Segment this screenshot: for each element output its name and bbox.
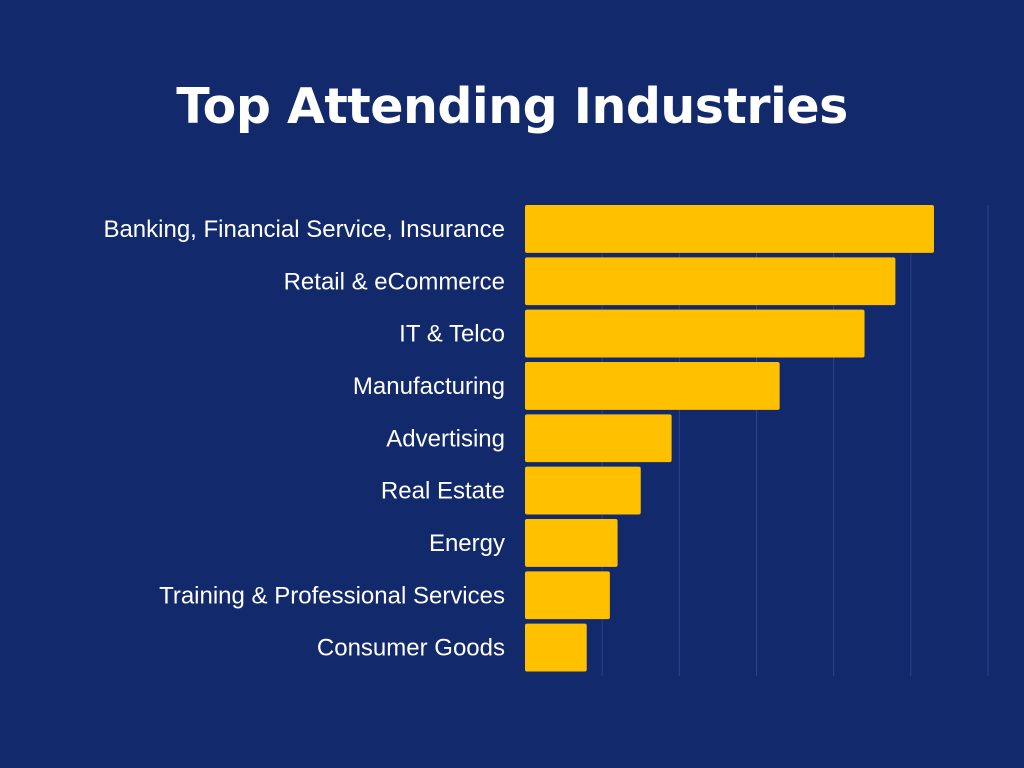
bar-3 xyxy=(525,362,780,410)
bar-5 xyxy=(525,466,641,515)
category-labels: Banking, Financial Service, Insurance Ret… xyxy=(103,216,505,662)
category-label-1: Retail & eCommerce xyxy=(284,268,505,295)
bar-0 xyxy=(525,205,934,253)
bar-4 xyxy=(525,414,672,463)
bar-2 xyxy=(525,309,865,358)
category-label-8: Consumer Goods xyxy=(317,635,505,662)
category-label-6: Energy xyxy=(429,530,505,557)
category-label-0: Banking, Financial Service, Insurance xyxy=(103,216,505,243)
bar-6 xyxy=(525,519,618,567)
bar-8 xyxy=(525,623,587,672)
bars xyxy=(525,205,934,672)
bar-7 xyxy=(525,571,610,620)
chart-title: Top Attending Industries xyxy=(176,78,848,135)
category-label-5: Real Estate xyxy=(381,478,505,505)
bar-1 xyxy=(525,257,896,306)
category-label-4: Advertising xyxy=(386,425,505,452)
category-label-3: Manufacturing xyxy=(353,373,505,400)
category-label-7: Training & Professional Services xyxy=(159,582,505,609)
category-label-2: IT & Telco xyxy=(399,321,505,348)
